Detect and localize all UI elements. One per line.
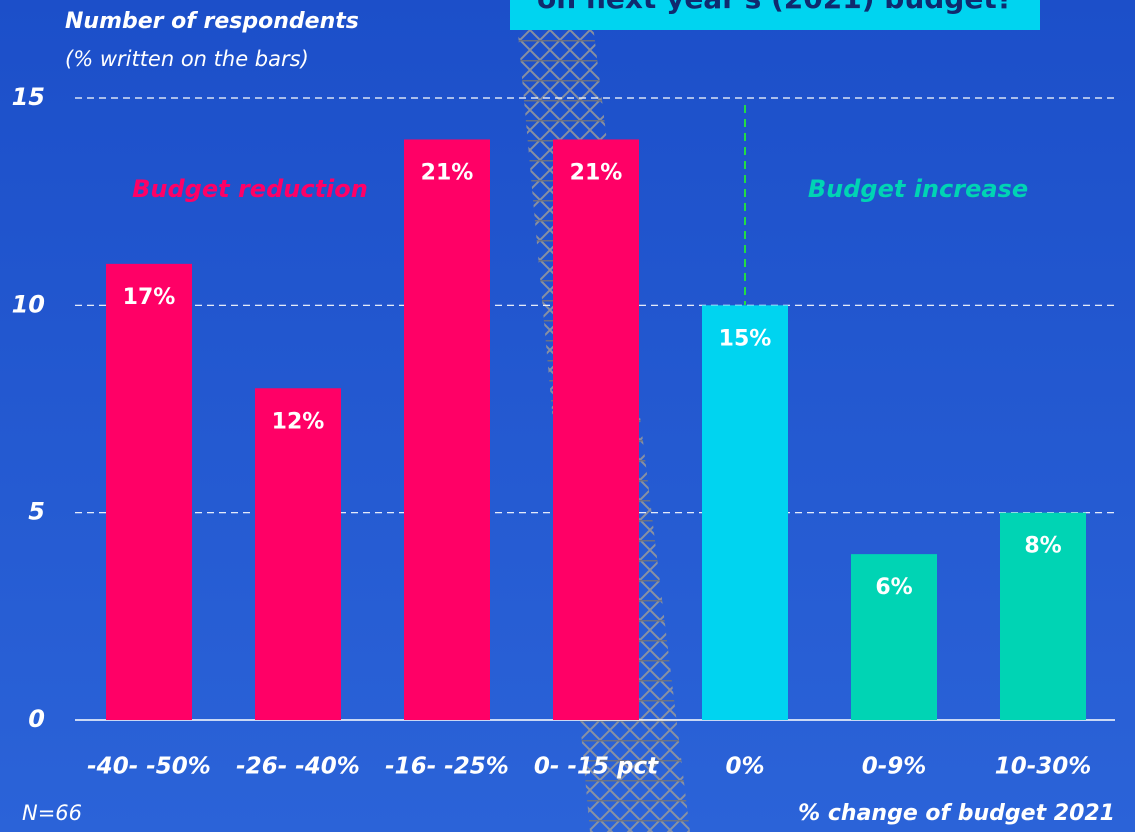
plot: 0 5 10 15 -40- -50% 17% -26- -40% 12% -16- -25% 2… [12,83,1115,780]
x-tick-label: -16- -25% [385,754,509,780]
x-tick-label: 0- -15 pct [534,754,659,780]
value-label: 21% [570,160,623,185]
value-label: 15% [719,326,772,351]
x-tick-label: 10-30% [995,754,1092,780]
title-box [510,0,1040,30]
bar [255,388,341,720]
x-tick-label: -40- -50% [87,754,211,780]
annotation: Budget increase [808,175,1028,203]
x-tick-label: 0% [725,754,764,780]
bar [553,139,639,720]
value-label: 21% [421,160,474,185]
y-tick-label: 5 [28,498,45,526]
x-tick-label: 0-9% [862,754,927,780]
y-tick-label: 10 [12,290,45,318]
value-label: 6% [875,575,912,600]
y-tick-label: 0 [28,705,45,733]
bar [851,554,937,720]
annotation: Budget reduction [132,175,368,203]
y-axis-label: Number of respondents [65,9,359,34]
bar [404,139,490,720]
value-label: 8% [1024,534,1061,559]
value-label: 17% [123,285,176,310]
note: N=66 [22,801,82,825]
y-tick-label: 15 [12,83,45,111]
bar [702,305,788,720]
value-label: 12% [272,409,325,434]
bar [106,263,192,720]
chart-title: on next year's (2021) budget? [537,0,1013,15]
bar [1000,512,1086,720]
x-tick-label: -26- -40% [236,754,360,780]
x-axis-label: % change of budget 2021 [798,801,1115,826]
y-axis-sublabel: (% written on the bars) [65,47,309,71]
